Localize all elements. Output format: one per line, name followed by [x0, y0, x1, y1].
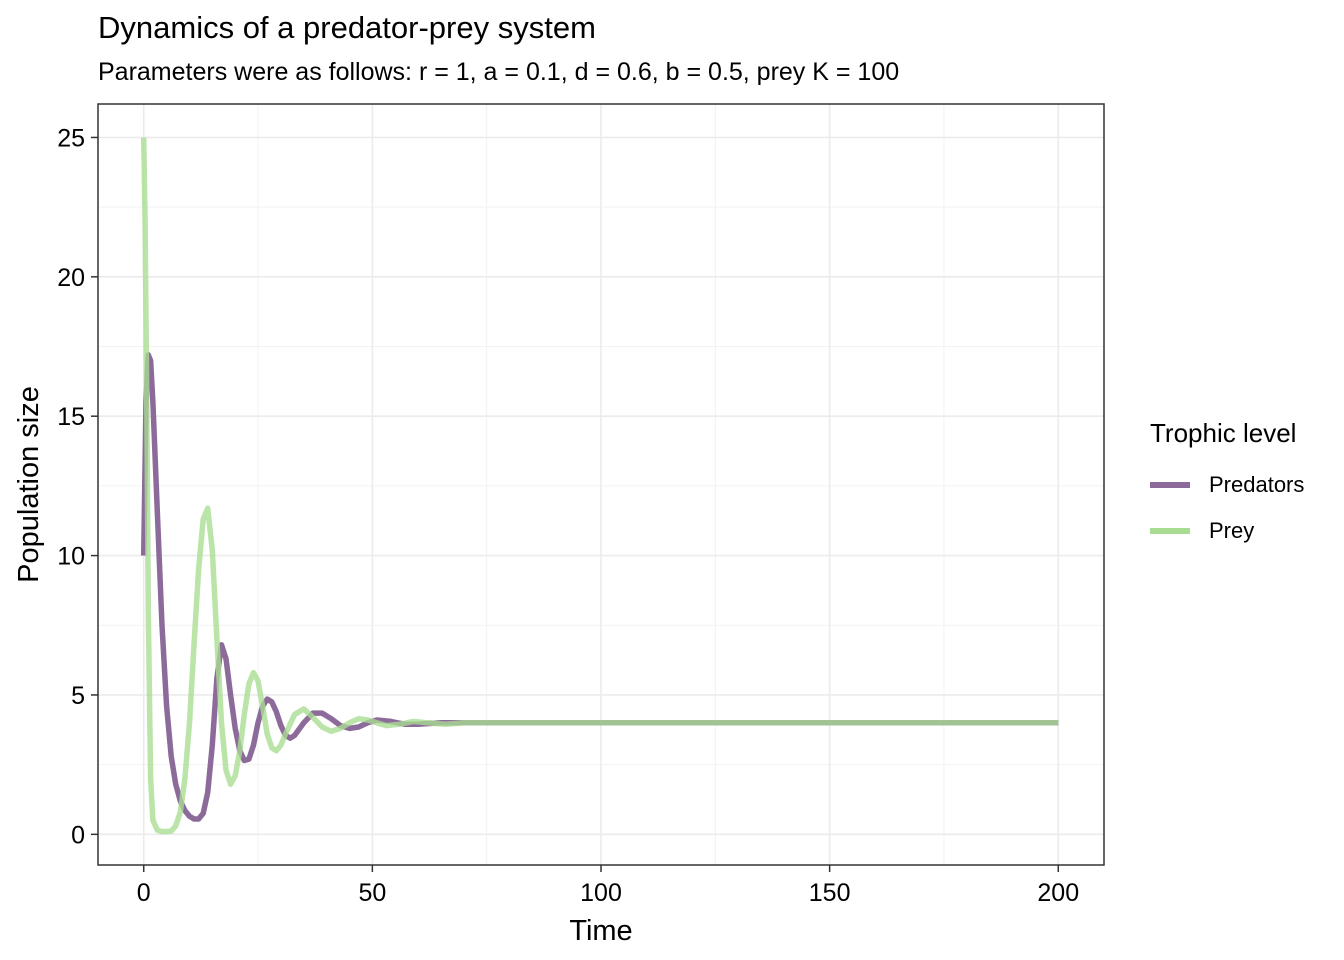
x-tick-label: 100	[580, 879, 622, 907]
y-tick-label: 15	[57, 403, 85, 431]
legend-key-predators	[1150, 482, 1190, 488]
chart-subtitle: Parameters were as follows: r = 1, a = 0…	[98, 58, 900, 86]
x-tick-label: 150	[809, 879, 851, 907]
y-tick-label: 5	[71, 682, 85, 710]
y-axis-label: Population size	[13, 386, 45, 583]
legend-item-prey: Prey	[1150, 516, 1254, 546]
chart-title: Dynamics of a predator-prey system	[98, 10, 596, 45]
x-tick-label: 200	[1037, 879, 1079, 907]
x-tick-label: 0	[137, 879, 151, 907]
legend-label-prey: Prey	[1209, 518, 1255, 543]
legend-item-predators: Predators	[1150, 470, 1304, 500]
y-tick-label: 25	[57, 124, 85, 152]
x-axis-label: Time	[569, 915, 632, 947]
x-tick-label: 50	[358, 879, 386, 907]
series-line-predators	[140, 352, 1059, 822]
y-tick-label: 10	[57, 543, 85, 571]
legend-key-prey	[1150, 528, 1190, 534]
y-tick-label: 20	[57, 264, 85, 292]
y-tick-label: 0	[71, 821, 85, 849]
legend-title: Trophic level	[1150, 418, 1297, 448]
series-line-prey	[140, 137, 1059, 835]
legend-label-predators: Predators	[1209, 472, 1305, 497]
